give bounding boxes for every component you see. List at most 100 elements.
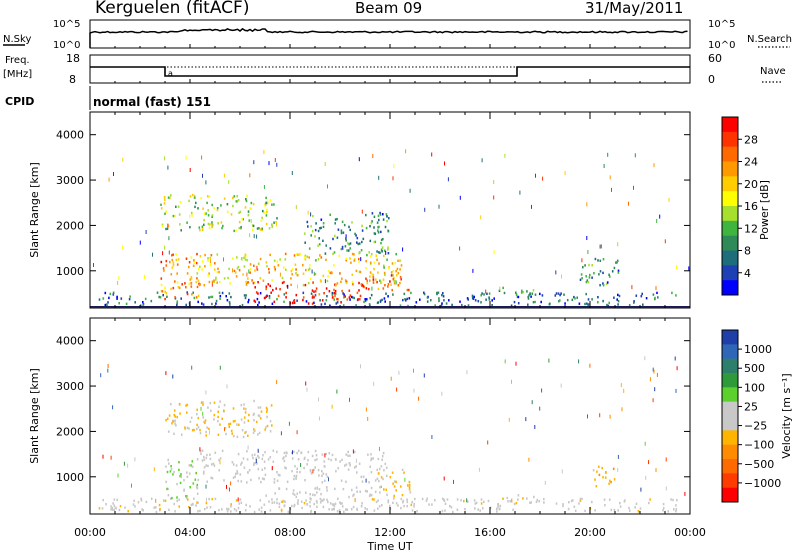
velocity-cell [389,476,392,479]
power-cell [309,264,311,267]
velocity-cell [191,460,194,463]
power-cell [402,298,404,302]
velocity-cell [201,449,204,452]
velocity-cell [280,431,282,436]
power-cell [325,299,328,302]
velocity-cell [276,498,278,501]
power-cell [357,242,359,246]
power-cell [254,286,256,289]
power-cell [226,299,229,302]
x-tick-label: 20:00 [574,526,606,539]
velocity-cell [372,457,374,460]
velocity-cell [316,458,318,461]
power-cell [320,256,323,259]
power-cell [199,255,202,258]
velocity-cell [191,429,194,432]
power-cell [608,273,610,276]
power-cell [162,251,164,256]
velocity-cell [364,507,366,510]
power-cell [391,288,393,292]
power-cell [602,299,604,303]
power-cell [171,266,174,269]
power-cell [633,301,635,304]
velocity-cell [284,466,286,469]
power-cell [459,300,461,303]
power-cell [358,281,360,285]
power-cell [594,257,597,261]
power-cell [320,218,323,221]
power-cell [257,281,259,284]
colorbar-tick-label: 1000 [744,343,772,356]
velocity-cell [219,457,222,460]
power-cell [410,291,412,295]
power-cell [167,165,169,170]
power-cell [584,264,586,267]
velocity-cell [133,499,135,502]
y-tick-label: 2000 [56,219,84,232]
velocity-cell [280,508,283,512]
power-cell [165,292,168,295]
velocity-cell [370,453,372,456]
power-cell [448,299,450,302]
velocity-cell [200,406,202,411]
velocity-cell [265,406,268,410]
velocity-cell [261,457,264,461]
power-cell [285,268,287,271]
velocity-cell [221,449,224,453]
velocity-cell [571,499,574,502]
velocity-cell [236,472,239,475]
power-cell [181,283,183,286]
power-cell [576,296,578,299]
velocity-cell [371,498,374,501]
velocity-cell [246,481,248,484]
power-cell [241,303,244,307]
velocity-cell [168,508,170,511]
power-cell [180,297,182,300]
velocity-cell [340,479,343,482]
power-cell [434,304,436,307]
power-cell [587,250,589,254]
velocity-cell [205,484,207,489]
power-cell [271,225,273,228]
power-cell [361,224,363,228]
power-cell [201,227,204,231]
power-cell [527,297,530,300]
power-cell [311,289,314,292]
velocity-cell [292,450,293,455]
power-cell [273,265,276,269]
velocity-cell [269,430,272,433]
velocity-cell [232,463,235,466]
power-cell [256,265,258,270]
power-cell [383,297,386,300]
colorbar-swatch [722,416,738,431]
power-cell [516,295,519,299]
velocity-cell [253,462,255,465]
power-cell [160,283,163,287]
velocity-cell [310,472,313,475]
velocity-cell [278,487,280,490]
power-cell [345,281,348,285]
velocity-cell [132,503,135,506]
power-cell [176,281,179,284]
velocity-cell [296,492,299,495]
velocity-cell [316,491,318,494]
power-cell [383,254,385,258]
velocity-cell [111,506,113,510]
freq-panel: a Freq. [MHz] 18 8 60 0 Nave [3,52,786,86]
power-cell [185,303,187,307]
power-cell [541,294,544,297]
power-cell [493,297,495,300]
power-cell [382,213,384,216]
power-cell [260,219,263,222]
velocity-cell [306,387,308,392]
power-cell [607,152,609,157]
velocity-cell [373,509,376,512]
colorbar-tick-label: 24 [744,156,758,169]
velocity-cell [315,499,318,503]
velocity-cell [102,498,104,502]
power-cell [265,287,267,291]
nsky-trace [89,27,688,48]
velocity-cell [234,475,236,478]
velocity-cell [202,401,204,404]
